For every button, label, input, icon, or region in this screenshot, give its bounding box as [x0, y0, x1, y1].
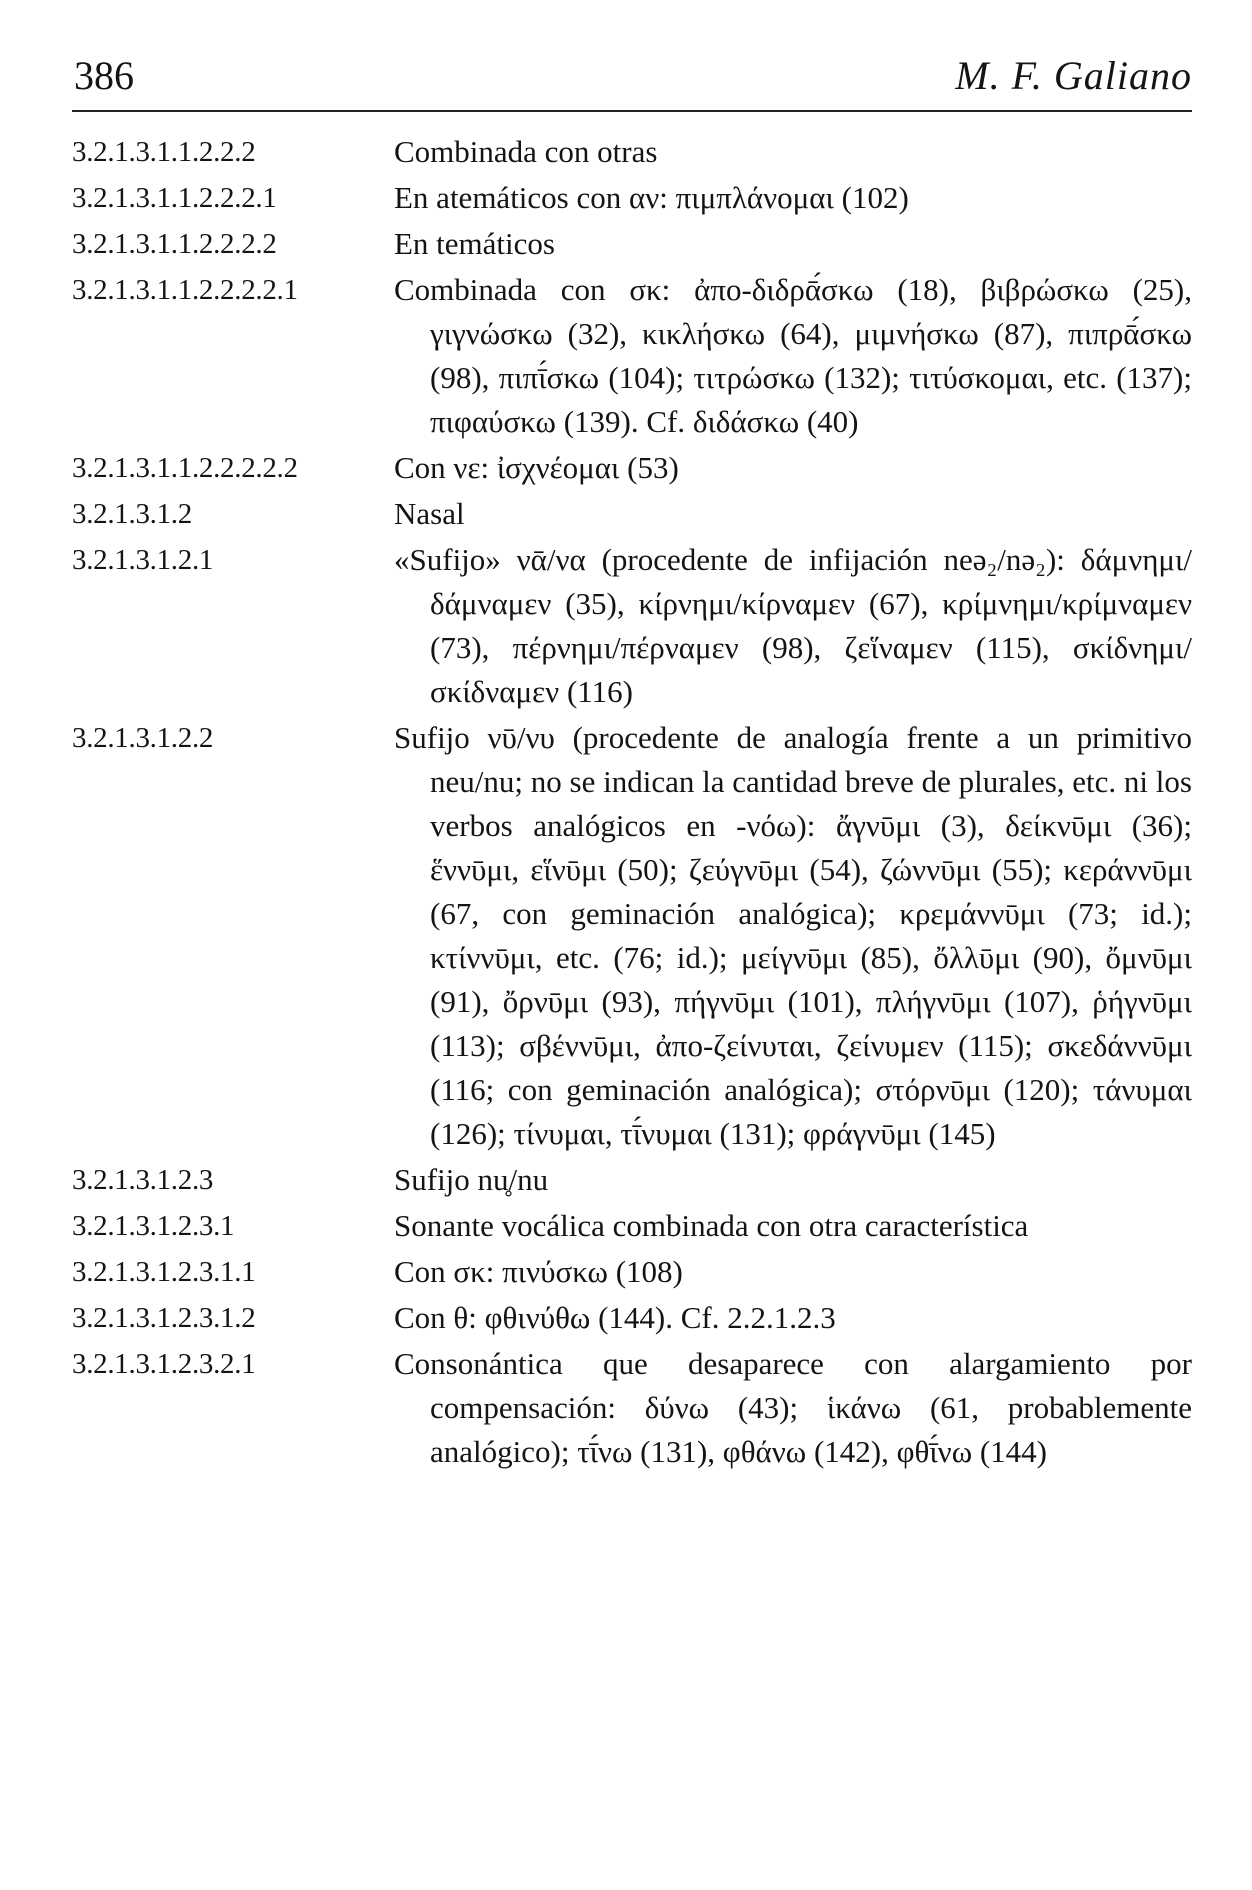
- section-number: 3.2.1.3.1.2.2: [72, 722, 214, 754]
- entry-row: 3.2.1.3.1.2.1 «Sufijo» νᾱ/να (procedente…: [72, 538, 1192, 714]
- book-page: 386 M. F. Galiano 3.2.1.3.1.1.2.2.2 Comb…: [72, 48, 1192, 1476]
- entry-row: 3.2.1.3.1.2.3.1.1 Con σκ: πινύσκω (108): [72, 1250, 1192, 1294]
- entry-text: En temáticos: [394, 226, 555, 261]
- entry-row: 3.2.1.3.1.2.3.1 Sonante vocálica combina…: [72, 1204, 1192, 1248]
- entry-text: Consonántica que desaparece con alargami…: [394, 1346, 1192, 1469]
- entry-row: 3.2.1.3.1.1.2.2.2.2.1 Combinada con σκ: …: [72, 268, 1192, 444]
- entry-text: Sufijo nu̥/nu: [394, 1162, 549, 1197]
- section-number: 3.2.1.3.1.2.3.2.1: [72, 1348, 256, 1380]
- entry-row: 3.2.1.3.1.2.3.2.1 Consonántica que desap…: [72, 1342, 1192, 1474]
- section-number: 3.2.1.3.1.2.3.1.1: [72, 1256, 256, 1288]
- entry-row: 3.2.1.3.1.2.3 Sufijo nu̥/nu: [72, 1158, 1192, 1202]
- entry-text: Nasal: [394, 496, 465, 531]
- section-number: 3.2.1.3.1.2: [72, 498, 192, 530]
- entry-text: Con νε: ἰσχνέομαι (53): [394, 450, 679, 485]
- entry-text: Sonante vocálica combinada con otra cara…: [394, 1208, 1029, 1243]
- entry-text: Sufijo νῡ/νυ (procedente de analogía fre…: [394, 720, 1192, 1151]
- entry-text: En atemáticos con αν: πιμπλάνομαι (102): [394, 180, 909, 215]
- entry-text: Combinada con σκ: ἀπο-διδρᾱ́σκω (18), βι…: [394, 272, 1192, 439]
- entry-row: 3.2.1.3.1.2.2 Sufijo νῡ/νυ (procedente d…: [72, 716, 1192, 1156]
- page-header: 386 M. F. Galiano: [72, 48, 1192, 112]
- section-number: 3.2.1.3.1.2.3.1.2: [72, 1302, 256, 1334]
- entry-row: 3.2.1.3.1.1.2.2.2.1 En atemáticos con αν…: [72, 176, 1192, 220]
- section-number: 3.2.1.3.1.2.3: [72, 1164, 214, 1196]
- entry-row: 3.2.1.3.1.1.2.2.2.2.2 Con νε: ἰσχνέομαι …: [72, 446, 1192, 490]
- entry-row: 3.2.1.3.1.2.3.1.2 Con θ: φθινύθω (144). …: [72, 1296, 1192, 1340]
- page-number: 386: [74, 53, 134, 98]
- section-number: 3.2.1.3.1.1.2.2.2.2: [72, 228, 277, 260]
- section-number: 3.2.1.3.1.1.2.2.2.1: [72, 182, 277, 214]
- entry-row: 3.2.1.3.1.1.2.2.2.2 En temáticos: [72, 222, 1192, 266]
- entry-list: 3.2.1.3.1.1.2.2.2 Combinada con otras 3.…: [72, 130, 1192, 1474]
- entry-row: 3.2.1.3.1.2 Nasal: [72, 492, 1192, 536]
- section-number: 3.2.1.3.1.1.2.2.2: [72, 136, 256, 168]
- section-number: 3.2.1.3.1.1.2.2.2.2.1: [72, 274, 298, 306]
- section-number: 3.2.1.3.1.1.2.2.2.2.2: [72, 452, 298, 484]
- running-head: M. F. Galiano: [955, 53, 1192, 98]
- entry-row: 3.2.1.3.1.1.2.2.2 Combinada con otras: [72, 130, 1192, 174]
- entry-text: Combinada con otras: [394, 134, 658, 169]
- section-number: 3.2.1.3.1.2.1: [72, 544, 214, 576]
- entry-text: Con θ: φθινύθω (144). Cf. 2.2.1.2.3: [394, 1300, 836, 1335]
- section-number: 3.2.1.3.1.2.3.1: [72, 1210, 235, 1242]
- entry-text: Con σκ: πινύσκω (108): [394, 1254, 683, 1289]
- entry-text: «Sufijo» νᾱ/να (procedente de infijación…: [394, 542, 1192, 709]
